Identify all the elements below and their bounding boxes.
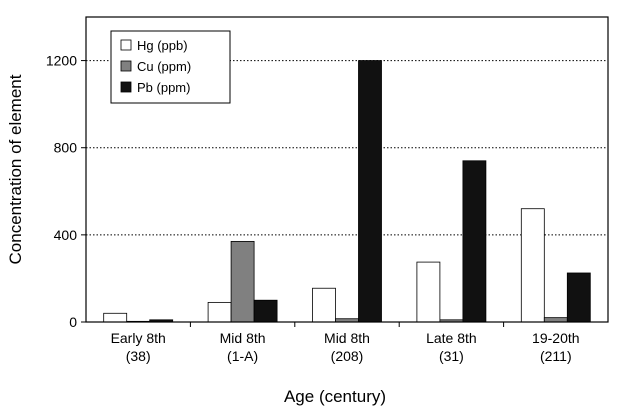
bar-pb <box>566 272 591 323</box>
legend-label: Hg (ppb) <box>137 38 188 53</box>
x-axis-title: Age (century) <box>284 387 386 406</box>
y-tick-label: 0 <box>69 314 77 330</box>
x-tick-label: 19-20th <box>532 330 579 346</box>
bar-cu <box>230 240 255 323</box>
bar-pb <box>358 60 382 323</box>
legend-swatch <box>120 60 132 72</box>
bar-pb <box>253 299 278 323</box>
x-tick-label: Late 8th <box>426 330 477 346</box>
x-tick-sublabel: (211) <box>540 348 572 364</box>
legend-swatch <box>120 81 132 93</box>
y-tick-label: 400 <box>54 227 78 243</box>
bar-hg <box>103 312 128 323</box>
x-tick-label: Mid 8th <box>220 330 266 346</box>
y-tick-label: 800 <box>54 140 78 156</box>
bar-hg <box>207 301 232 323</box>
bar-hg <box>416 261 441 323</box>
x-tick-sublabel: (38) <box>126 348 151 364</box>
y-axis-ticks: 0 400 800 1200 <box>46 53 86 330</box>
x-tick-sublabel: (208) <box>331 348 364 364</box>
bars <box>103 60 591 323</box>
bar-hg <box>312 287 336 323</box>
x-tick-sublabel: (31) <box>439 348 464 364</box>
y-axis-title: Concentration of element <box>6 74 25 264</box>
x-tick-label: Early 8th <box>111 330 166 346</box>
legend-swatch <box>120 39 132 51</box>
legend: Hg (ppb) Cu (ppm) Pb (ppm) <box>110 30 231 104</box>
legend-label: Pb (ppm) <box>137 80 190 95</box>
x-tick-label: Mid 8th <box>324 330 370 346</box>
bar-cu <box>543 317 568 323</box>
bar-hg <box>520 208 545 323</box>
y-tick-label: 1200 <box>46 53 77 69</box>
x-tick-sublabel: (1-A) <box>227 348 258 364</box>
x-axis-ticks: Early 8th (38) Mid 8th (1-A) Mid 8th (208) Lat… <box>111 322 580 364</box>
plot-area-frame <box>85 16 609 323</box>
legend-label: Cu (ppm) <box>137 59 191 74</box>
legend-items: Hg (ppb) Cu (ppm) Pb (ppm) <box>120 38 191 95</box>
bar-pb <box>462 160 487 323</box>
